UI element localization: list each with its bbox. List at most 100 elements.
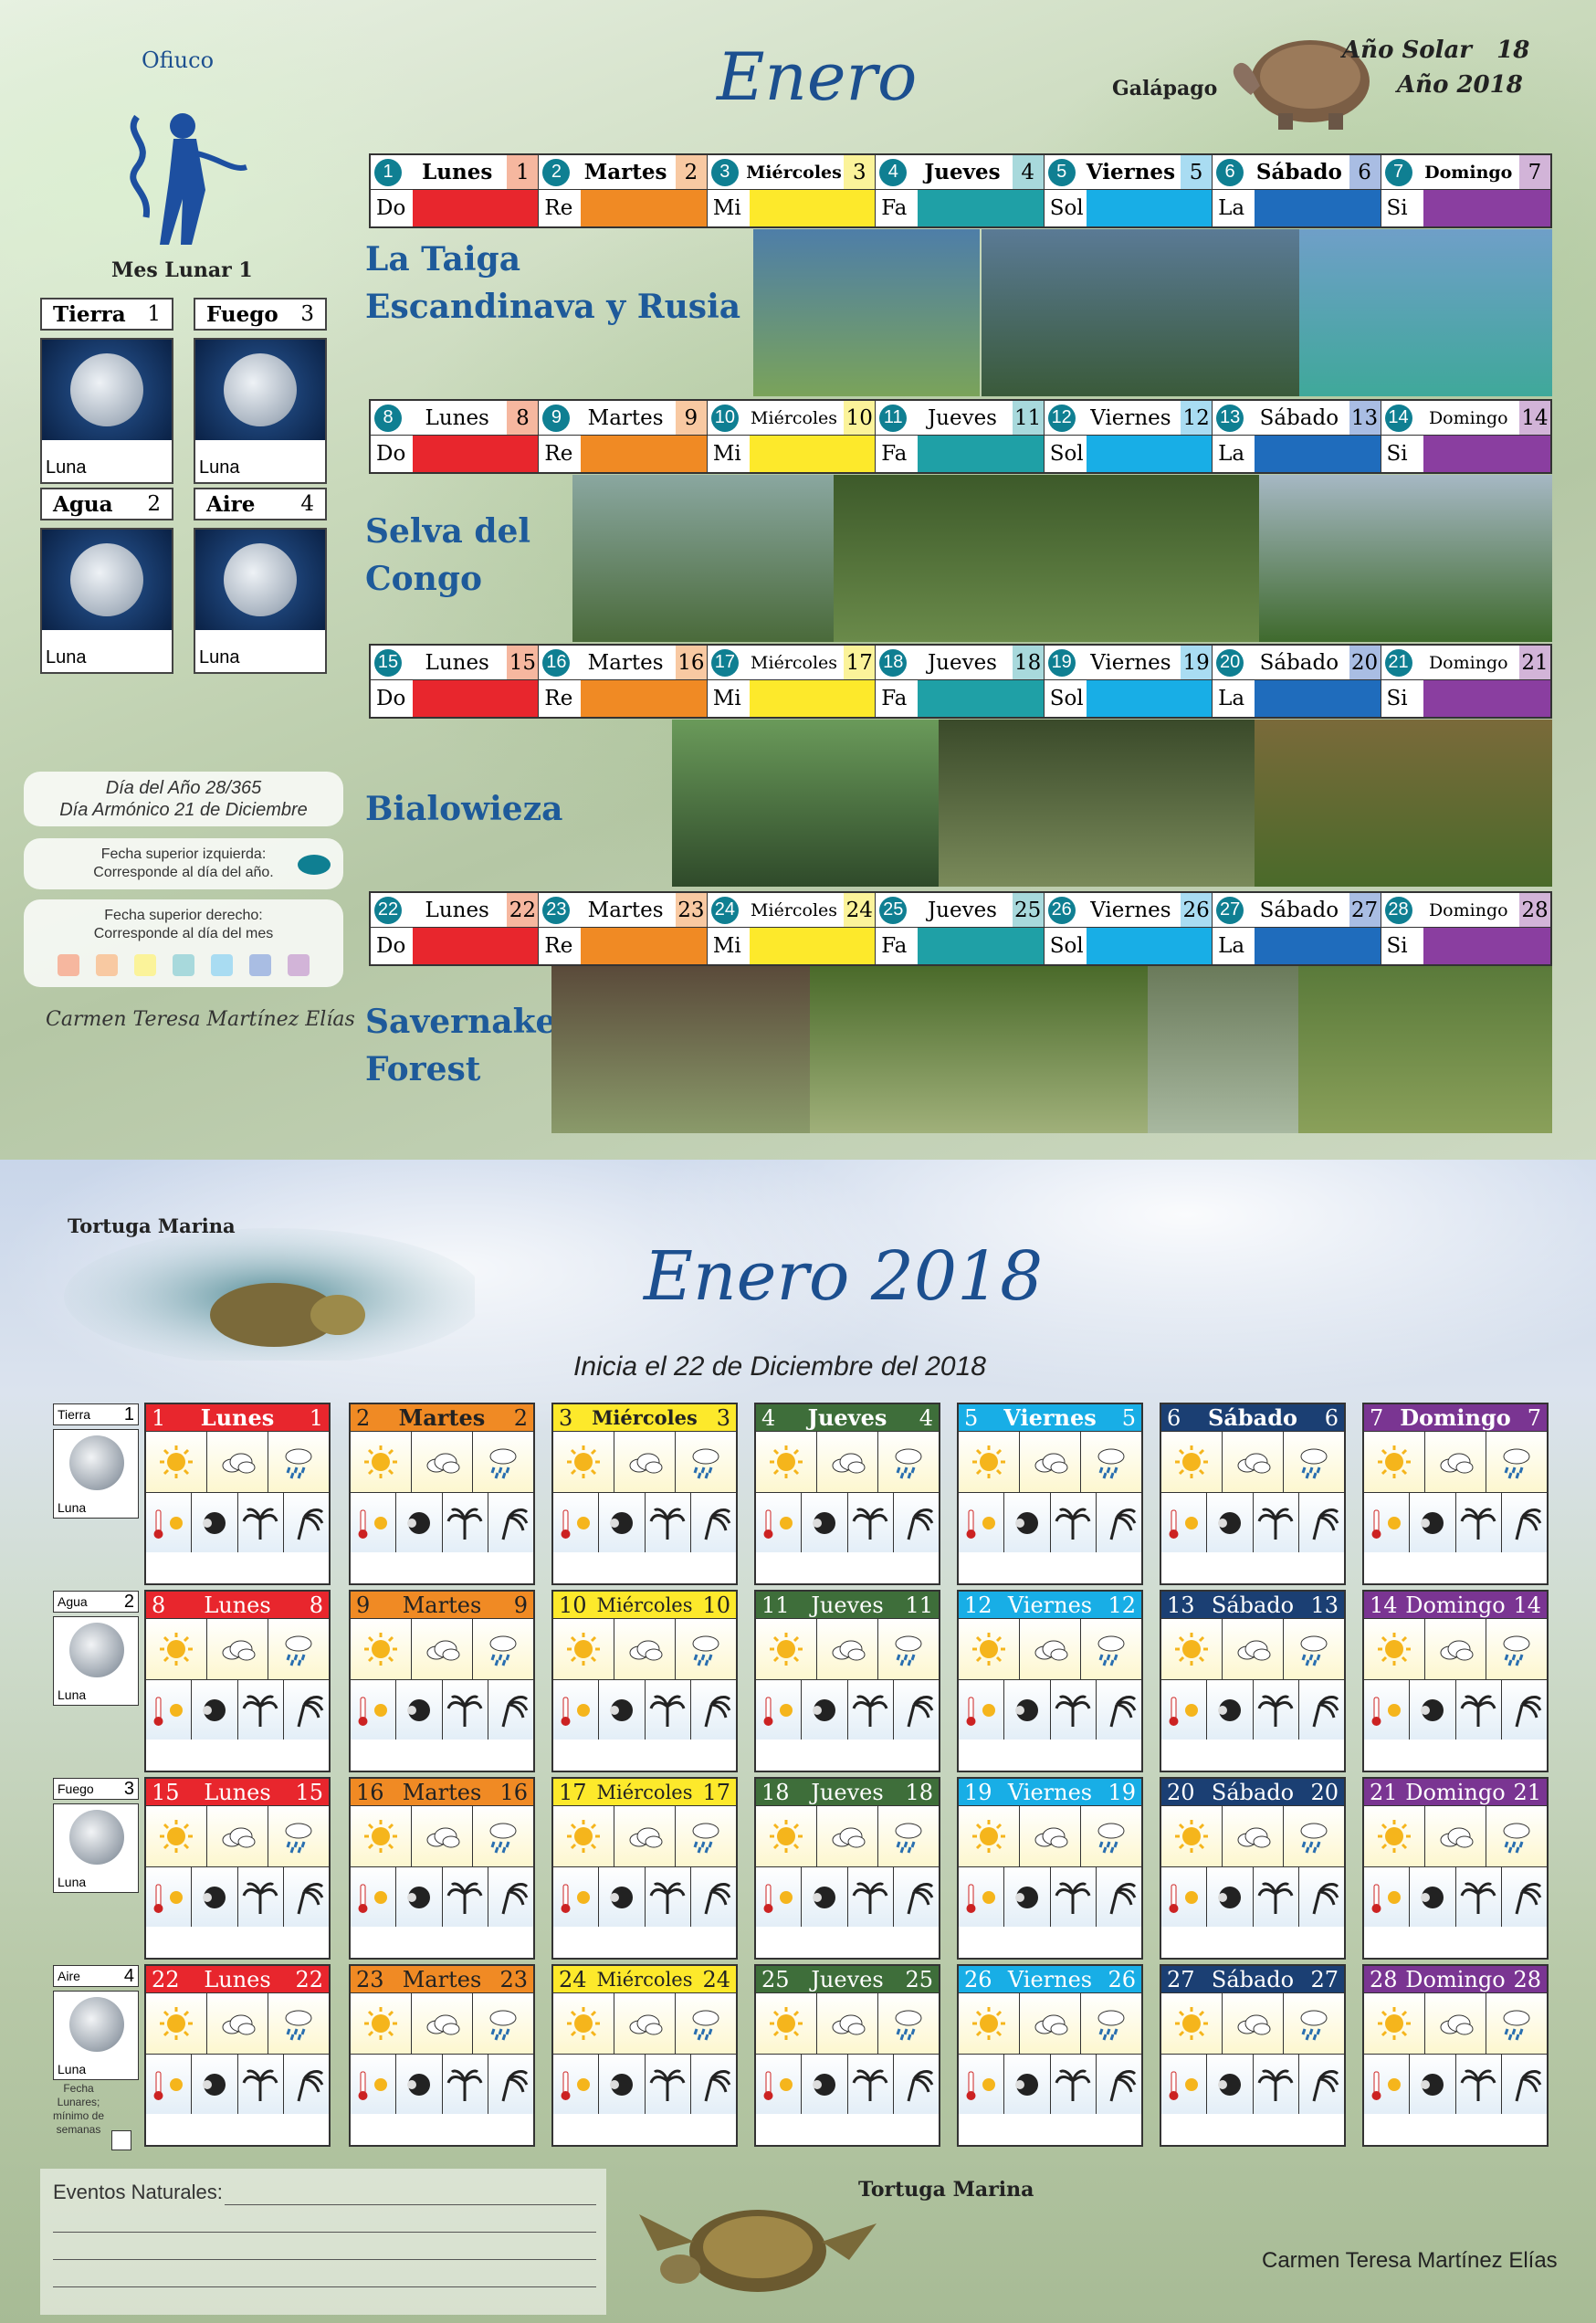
events-line[interactable] [225,2204,596,2205]
thermometer-sun-icon[interactable] [756,1680,803,1740]
thermometer-sun-icon[interactable] [959,1867,1005,1927]
moon-phase-icon[interactable] [802,1867,848,1927]
day-cell[interactable]: 17 Miércoles 17 [708,646,877,679]
rain-cloud-icon[interactable] [878,1432,939,1492]
rain-cloud-icon[interactable] [1486,1993,1547,2054]
sun-icon[interactable] [1161,1432,1223,1492]
palm-tree-icon[interactable] [1456,1680,1502,1740]
events-line[interactable] [53,2286,596,2287]
wind-palm-icon[interactable] [488,1867,533,1927]
rain-cloud-icon[interactable] [473,1432,533,1492]
sun-icon[interactable] [351,1432,412,1492]
day-card[interactable]: 6 Sábado 6 [1160,1403,1346,1585]
sun-icon[interactable] [756,1432,817,1492]
moon-phase-icon[interactable] [1207,2055,1254,2114]
palm-tree-icon[interactable] [848,1680,894,1740]
moon-phase-icon[interactable] [1004,2055,1051,2114]
sun-icon[interactable] [553,1993,614,2054]
thermometer-sun-icon[interactable] [1364,1493,1411,1552]
thermometer-sun-icon[interactable] [553,2055,600,2114]
cloud-icon[interactable] [412,1432,473,1492]
palm-tree-icon[interactable] [1254,1493,1299,1552]
events-line[interactable] [53,2259,596,2260]
cloud-icon[interactable] [1223,1432,1284,1492]
day-cell[interactable]: 19 Viernes 19 [1045,646,1213,679]
cloud-icon[interactable] [1020,1619,1081,1679]
rain-cloud-icon[interactable] [1081,1993,1141,2054]
day-cell[interactable]: 16 Martes 16 [539,646,708,679]
wind-palm-icon[interactable] [1299,1680,1344,1740]
cloud-icon[interactable] [412,1806,473,1866]
sun-icon[interactable] [1161,1806,1223,1866]
palm-tree-icon[interactable] [443,1867,488,1927]
cloud-icon[interactable] [207,1993,268,2054]
moon-phase-icon[interactable] [1207,1680,1254,1740]
thermometer-sun-icon[interactable] [1161,1680,1208,1740]
rain-cloud-icon[interactable] [268,1619,329,1679]
day-card[interactable]: 25 Jueves 25 [754,1964,940,2147]
cloud-icon[interactable] [412,1993,473,2054]
wind-palm-icon[interactable] [284,2055,329,2114]
day-cell[interactable]: 13 Sábado 13 [1213,401,1381,435]
moon-phase-icon[interactable] [396,1493,443,1552]
wind-palm-icon[interactable] [894,1867,939,1927]
day-cell[interactable]: 25 Jueves 25 [876,893,1045,927]
day-cell[interactable]: 11 Jueves 11 [876,401,1045,435]
day-card[interactable]: 4 Jueves 4 [754,1403,940,1585]
cloud-icon[interactable] [817,1432,878,1492]
sun-icon[interactable] [351,1619,412,1679]
rain-cloud-icon[interactable] [1081,1432,1141,1492]
palm-tree-icon[interactable] [646,2055,691,2114]
thermometer-sun-icon[interactable] [1161,2055,1208,2114]
sun-icon[interactable] [756,1619,817,1679]
palm-tree-icon[interactable] [443,1680,488,1740]
day-card[interactable]: 19 Viernes 19 [957,1777,1143,1960]
moon-phase-icon[interactable] [1410,1680,1456,1740]
cloud-icon[interactable] [1020,1806,1081,1866]
moon-phase-icon[interactable] [599,1680,646,1740]
thermometer-sun-icon[interactable] [1161,1493,1208,1552]
rain-cloud-icon[interactable] [878,1806,939,1866]
cloud-icon[interactable] [614,1993,676,2054]
cloud-icon[interactable] [1425,1432,1486,1492]
thermometer-sun-icon[interactable] [756,1493,803,1552]
thermometer-sun-icon[interactable] [351,1867,397,1927]
sun-icon[interactable] [146,1619,207,1679]
thermometer-sun-icon[interactable] [756,2055,803,2114]
rain-cloud-icon[interactable] [268,1993,329,2054]
palm-tree-icon[interactable] [1051,2055,1097,2114]
day-cell[interactable]: 10 Miércoles 10 [708,401,877,435]
wind-palm-icon[interactable] [284,1680,329,1740]
moon-phase-icon[interactable] [192,1867,238,1927]
cloud-icon[interactable] [1020,1432,1081,1492]
palm-tree-icon[interactable] [1456,2055,1502,2114]
thermometer-sun-icon[interactable] [351,2055,397,2114]
sun-icon[interactable] [959,1993,1020,2054]
wind-palm-icon[interactable] [1299,1493,1344,1552]
thermometer-sun-icon[interactable] [146,1867,193,1927]
day-cell[interactable]: 23 Martes 23 [539,893,708,927]
sun-icon[interactable] [1161,1993,1223,2054]
moon-phase-icon[interactable] [1410,1493,1456,1552]
sun-icon[interactable] [959,1806,1020,1866]
day-cell[interactable]: 7 Domingo 7 [1381,155,1550,189]
thermometer-sun-icon[interactable] [1161,1867,1208,1927]
palm-tree-icon[interactable] [1254,1867,1299,1927]
wind-palm-icon[interactable] [284,1867,329,1927]
day-card[interactable]: 24 Miércoles 24 [551,1964,738,2147]
sun-icon[interactable] [756,1993,817,2054]
moon-phase-icon[interactable] [192,2055,238,2114]
palm-tree-icon[interactable] [1456,1867,1502,1927]
palm-tree-icon[interactable] [443,2055,488,2114]
moon-phase-icon[interactable] [1207,1867,1254,1927]
thermometer-sun-icon[interactable] [351,1493,397,1552]
day-card[interactable]: 17 Miércoles 17 [551,1777,738,1960]
cloud-icon[interactable] [1223,1993,1284,2054]
cloud-icon[interactable] [1223,1619,1284,1679]
moon-phase-icon[interactable] [599,1493,646,1552]
wind-palm-icon[interactable] [1502,2055,1547,2114]
cloud-icon[interactable] [207,1432,268,1492]
palm-tree-icon[interactable] [1254,1680,1299,1740]
day-card[interactable]: 10 Miércoles 10 [551,1590,738,1772]
day-cell[interactable]: 21 Domingo 21 [1381,646,1550,679]
